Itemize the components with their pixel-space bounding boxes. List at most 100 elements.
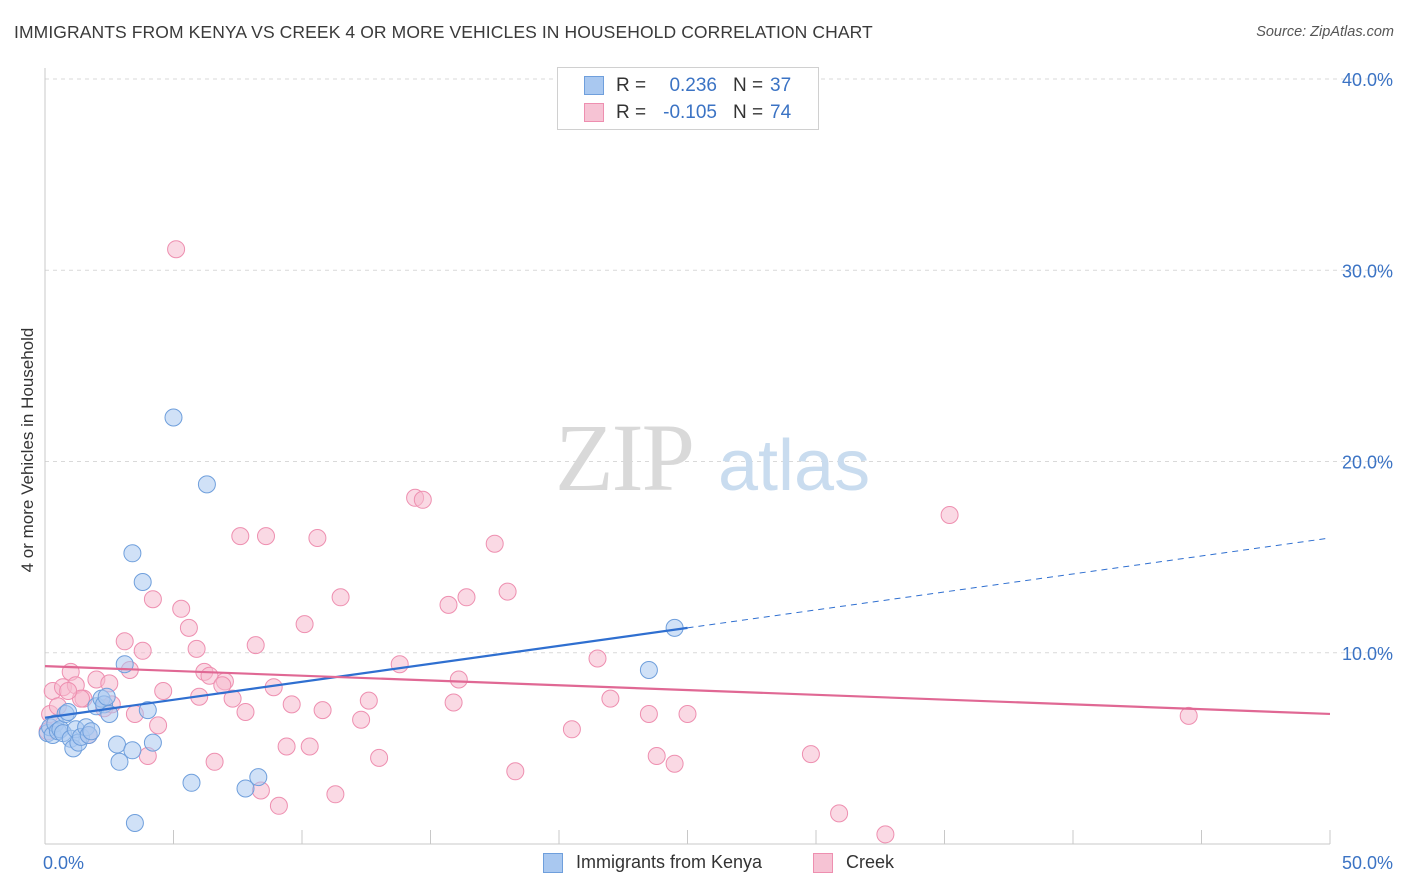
legend-n-value: 37 xyxy=(770,75,792,96)
data-point-creek xyxy=(331,588,350,607)
legend-r-value: -0.105 xyxy=(663,102,717,123)
data-point-creek xyxy=(506,762,525,781)
data-point-creek xyxy=(236,703,255,721)
data-point-creek xyxy=(143,590,162,609)
data-point-kenya xyxy=(123,741,142,760)
data-point-creek xyxy=(588,649,607,668)
data-point-creek xyxy=(830,804,849,823)
data-point-creek xyxy=(59,682,78,700)
data-point-creek xyxy=(282,695,301,714)
trendline-kenya xyxy=(44,626,688,719)
data-point-creek xyxy=(308,529,327,547)
data-point-creek xyxy=(179,618,198,637)
data-point-kenya xyxy=(249,768,268,787)
data-point-creek xyxy=(639,705,658,723)
y-tick-label: 10.0% xyxy=(1342,644,1393,664)
data-point-creek xyxy=(223,689,242,708)
legend-n-value: 74 xyxy=(770,102,792,123)
watermark-atlas: atlas xyxy=(718,426,870,506)
data-point-creek xyxy=(1179,706,1198,725)
data-point-creek xyxy=(167,240,186,259)
data-point-kenya xyxy=(125,814,144,832)
y-axis-label-wrap: 4 or more Vehicles in Household xyxy=(15,285,41,615)
data-point-kenya xyxy=(97,687,116,706)
data-point-creek xyxy=(300,737,319,756)
data-point-kenya xyxy=(133,573,152,591)
data-point-creek xyxy=(313,701,332,720)
data-point-creek xyxy=(449,670,468,689)
data-point-creek xyxy=(562,720,581,739)
data-point-creek xyxy=(205,752,224,771)
data-point-creek xyxy=(277,737,296,756)
data-point-creek xyxy=(352,710,371,729)
zipatlas-watermark: ZIP atlas xyxy=(555,404,870,511)
x-tick-label: 0.0% xyxy=(43,853,84,873)
y-tick-label: 40.0% xyxy=(1342,70,1393,90)
correlation-legend: R = 0.236 N = 37 R = -0.105 N = 74 xyxy=(557,67,819,130)
data-point-creek xyxy=(801,745,820,764)
data-point-creek xyxy=(390,655,409,674)
legend-r-value: 0.236 xyxy=(669,75,717,96)
data-point-kenya xyxy=(59,703,78,721)
data-point-creek xyxy=(601,689,620,708)
data-point-creek xyxy=(295,615,314,634)
data-point-kenya xyxy=(123,544,142,563)
legend-row-kenya: R = 0.236 N = 37 xyxy=(558,73,818,99)
data-point-creek xyxy=(359,691,378,710)
data-point-kenya xyxy=(143,733,162,752)
data-point-creek xyxy=(498,582,517,601)
x-tick-label: 50.0% xyxy=(1342,853,1393,873)
legend-label-creek: Creek xyxy=(846,852,895,872)
legend-swatch-kenya xyxy=(543,853,563,873)
data-point-creek xyxy=(133,641,152,660)
data-point-creek xyxy=(246,636,265,655)
data-point-creek xyxy=(940,506,959,524)
legend-row-creek: R = -0.105 N = 74 xyxy=(558,100,818,126)
data-point-creek xyxy=(115,632,134,651)
data-point-kenya xyxy=(197,475,216,494)
gridlines xyxy=(45,78,1392,654)
data-point-creek xyxy=(370,748,389,767)
data-point-creek xyxy=(257,527,275,546)
legend-r-label: R = xyxy=(616,102,647,123)
data-point-creek xyxy=(647,747,666,765)
data-point-creek xyxy=(665,754,684,773)
data-point-creek xyxy=(187,639,206,658)
data-point-creek xyxy=(149,716,168,735)
data-point-kenya xyxy=(164,408,183,427)
legend-n-label: N = xyxy=(733,75,764,96)
data-point-kenya xyxy=(110,752,129,771)
trendline-creek xyxy=(44,665,1331,716)
data-point-creek xyxy=(154,682,173,700)
data-point-creek xyxy=(231,527,250,546)
tick-labels: 10.0% 20.0% 30.0% 40.0% 0.0% 50.0% xyxy=(43,70,1393,873)
y-axis-label: 4 or more Vehicles in Household xyxy=(18,327,37,573)
data-point-kenya xyxy=(639,661,658,679)
data-point-kenya xyxy=(82,722,101,741)
data-point-creek xyxy=(876,825,895,844)
data-point-kenya xyxy=(138,701,157,720)
data-point-kenya xyxy=(236,779,255,798)
legend-label-kenya: Immigrants from Kenya xyxy=(576,852,763,872)
legend-swatch-creek xyxy=(813,853,833,873)
legend-n-label: N = xyxy=(733,102,764,123)
trendlines xyxy=(44,537,1331,719)
legend-swatch-creek xyxy=(584,103,604,122)
data-point-creek xyxy=(326,785,345,804)
data-point-kenya xyxy=(108,735,126,754)
data-point-creek xyxy=(444,693,463,712)
legend-swatch-kenya xyxy=(584,76,604,95)
data-point-creek xyxy=(485,534,504,553)
watermark-zip: ZIP xyxy=(555,404,693,511)
data-point-kenya xyxy=(182,773,201,792)
creek-points xyxy=(38,240,1198,844)
data-point-creek xyxy=(172,599,191,618)
data-point-creek xyxy=(457,588,476,607)
legend-r-label: R = xyxy=(616,75,647,96)
y-tick-label: 20.0% xyxy=(1342,453,1393,473)
data-point-creek xyxy=(413,490,432,509)
data-point-creek xyxy=(678,705,697,723)
data-point-creek xyxy=(439,595,458,614)
source-label: Source: ZipAtlas.com xyxy=(1256,24,1394,40)
